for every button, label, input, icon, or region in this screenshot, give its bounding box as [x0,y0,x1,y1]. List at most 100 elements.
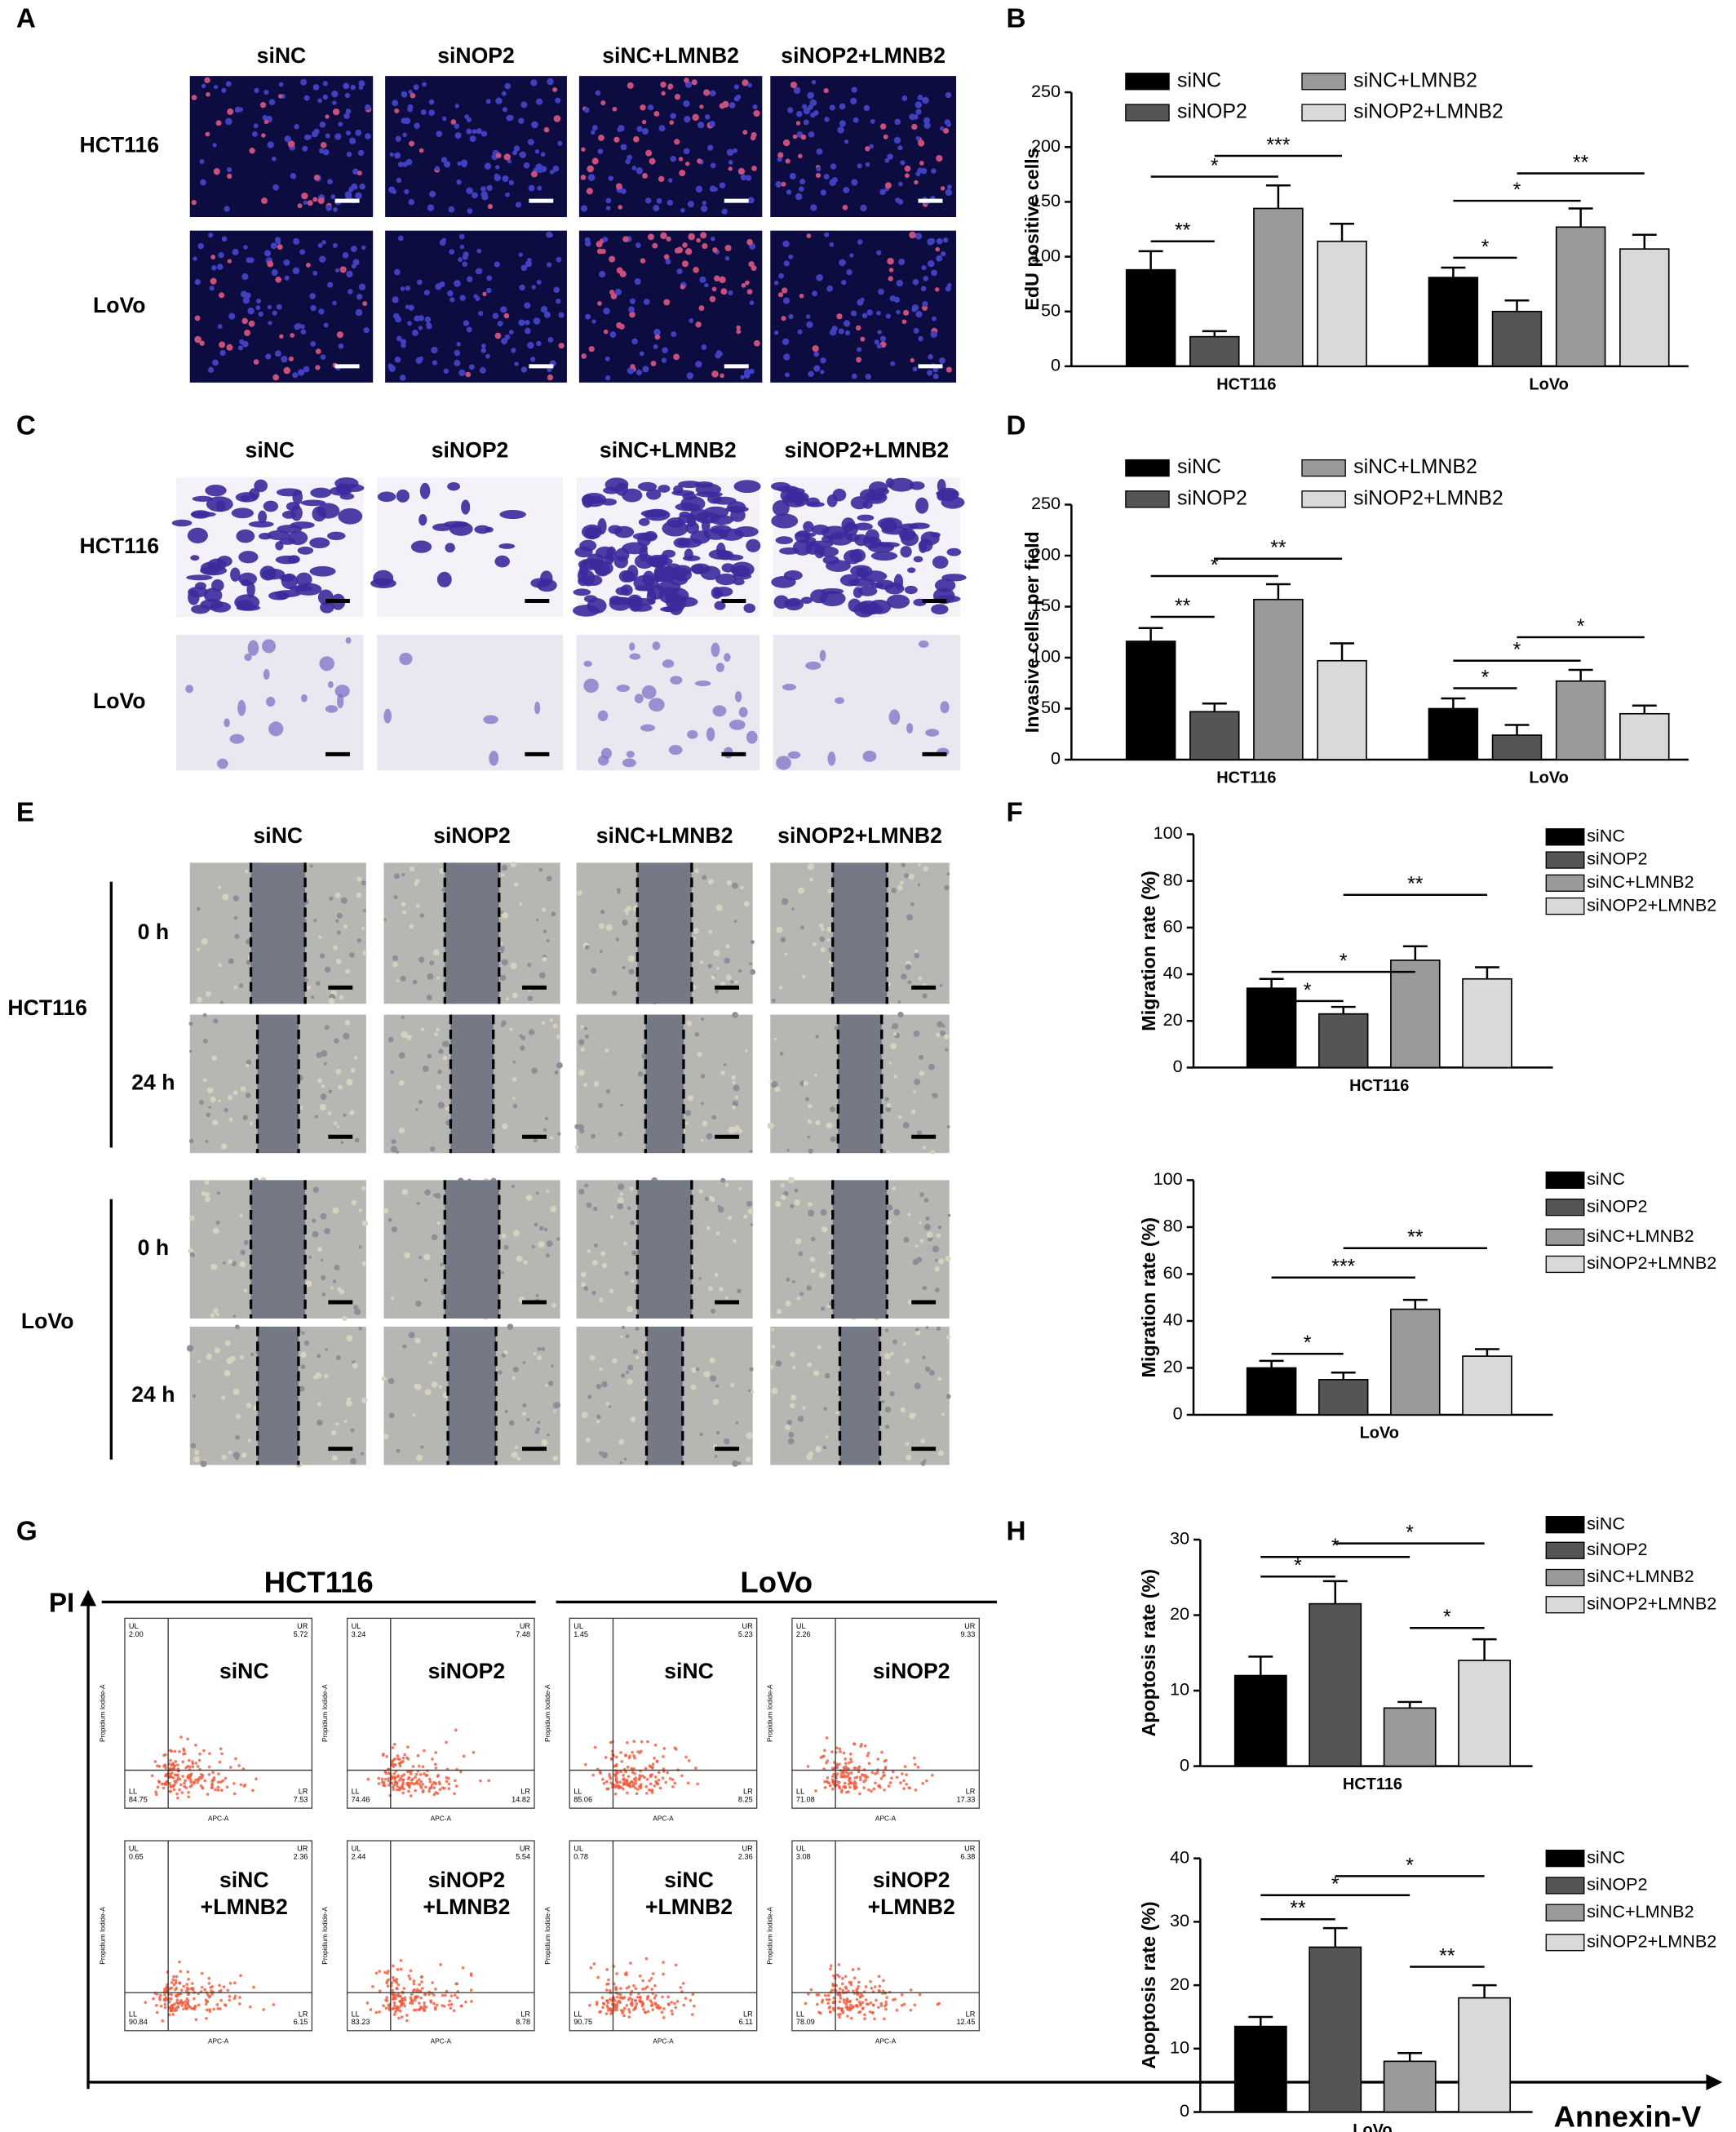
stained-cell [710,515,734,525]
event [399,1776,402,1780]
event [661,1995,664,1999]
event [402,1787,405,1791]
cell-speck [897,1011,904,1018]
event [394,1993,398,1997]
cell [556,298,561,304]
event [217,1780,220,1784]
cell [653,205,660,212]
cell [511,348,516,353]
cell [394,108,400,113]
event [191,1988,195,1992]
cell [816,274,823,281]
cell [879,123,887,130]
cell-speck [886,1370,891,1375]
cell-speck [926,1231,933,1239]
y-tick-label: 0 [1051,748,1061,769]
cell [737,167,746,175]
legend-label: siNOP2+LMNB2 [1353,486,1504,509]
event [204,1998,208,2002]
cell [587,165,594,173]
stained-cell [396,489,410,503]
event [835,1746,839,1750]
event [631,1751,634,1754]
cell [287,140,295,148]
cell [618,125,625,132]
event [838,2000,842,2004]
event [160,1782,164,1786]
cell-speck [412,1413,416,1417]
cell-speck [914,949,919,953]
quadrant-value: 84.75 [129,1796,148,1804]
event [601,2001,605,2006]
quadrant-name: LR [520,2010,530,2018]
cell [482,291,487,296]
cell [520,366,528,373]
stained-cell [574,546,593,558]
quadrant-value: 7.48 [516,1630,530,1638]
plot-x-label: APC-A [653,2037,674,2045]
cell-speck [580,1271,587,1278]
event [849,2003,852,2007]
event [864,1985,868,1988]
cell-speck [401,1031,408,1039]
stained-cell [841,517,856,533]
event [387,1779,390,1783]
cell-speck [724,1182,729,1187]
event [408,1977,412,1981]
stained-cell [803,521,814,533]
stained-cell [687,729,698,739]
cell [784,372,790,378]
event [857,1770,861,1774]
cell-speck [917,883,921,887]
cell [799,186,804,192]
cell-speck [239,1213,243,1218]
event [155,2003,158,2007]
cell [317,98,322,104]
event [622,2014,626,2018]
event [632,1777,636,1781]
cell-speck [776,1309,782,1314]
cell [502,175,509,183]
cell [629,311,636,318]
cell [663,254,670,260]
annexin-arrow [1706,2073,1723,2090]
stained-cell [679,511,691,518]
event [155,1992,159,1996]
cell-speck [813,1370,820,1376]
cell [839,259,846,267]
cell [698,122,705,129]
event [187,1758,191,1762]
cell-speck [786,1148,790,1152]
cell-speck [317,1419,323,1426]
event [902,1779,906,1783]
event [632,1754,636,1757]
cell-speck [781,1195,786,1200]
cell-speck [205,1191,210,1197]
y-axis-label: Apoptosis rate (%) [1138,1569,1159,1737]
event [828,1784,832,1788]
cell [531,285,536,290]
event [650,2001,653,2005]
cell-speck [414,879,420,884]
event [396,1784,399,1788]
y-tick-label: 60 [1163,916,1183,937]
cell [454,123,460,130]
cell-speck [612,1358,618,1363]
event [382,1783,386,1787]
cell-speck [247,1438,251,1443]
cell-speck [350,1428,355,1433]
event [653,1984,657,1988]
cell-speck [937,1226,942,1230]
event [641,1988,644,1991]
event [847,1989,850,1993]
cell-speck [432,949,440,955]
cell-speck [750,940,755,945]
x-tick-label: LoVo [1360,1425,1399,1443]
event [479,1779,482,1783]
cell-speck [643,1398,647,1402]
wound-gap [645,1014,684,1154]
cell-speck [238,983,244,988]
cell [856,357,862,363]
cell-speck [551,1303,556,1308]
event [201,1775,204,1779]
